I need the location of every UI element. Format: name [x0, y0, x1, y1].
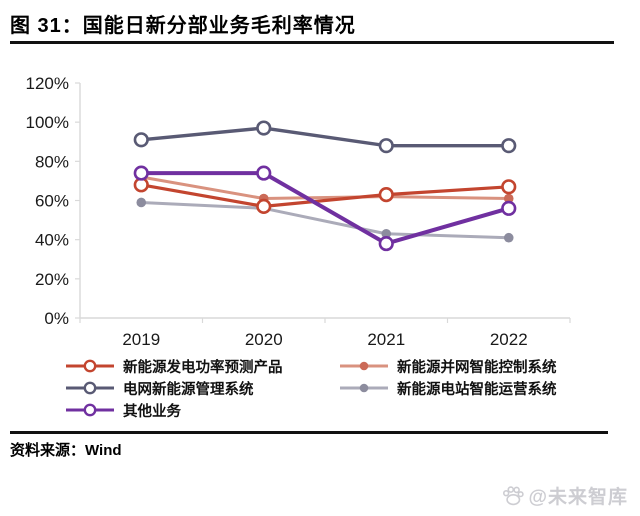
data-point	[136, 197, 147, 208]
series-line	[139, 175, 511, 201]
y-axis-label: 100%	[26, 113, 69, 132]
series-line	[139, 200, 511, 240]
watermark-text: @未来智库	[528, 487, 628, 508]
x-axis-label: 2020	[245, 330, 283, 349]
legend-item-3: 新能源电站智能运营系统	[338, 377, 612, 399]
x-axis-label: 2019	[122, 330, 160, 349]
legend-label: 其他业务	[123, 403, 181, 420]
legend-marker-icon	[340, 361, 388, 371]
x-axis-label: 2021	[367, 330, 405, 349]
data-point	[503, 193, 514, 204]
y-axis-label: 0%	[44, 309, 69, 328]
legend-label: 新能源电站智能运营系统	[397, 381, 557, 398]
legend-label: 新能源并网智能控制系统	[397, 359, 557, 376]
series-line	[139, 171, 511, 246]
data-point	[378, 187, 394, 203]
data-point	[256, 120, 272, 136]
legend-label: 新能源发电功率预测产品	[123, 359, 283, 376]
y-axis-label: 20%	[35, 270, 69, 289]
series-line	[139, 126, 511, 148]
data-point	[501, 138, 517, 154]
legend-marker-icon	[66, 403, 114, 417]
data-point	[256, 165, 272, 181]
y-axis-label: 60%	[35, 192, 69, 211]
data-source-label: 资料来源：Wind	[10, 442, 122, 459]
y-axis-label: 120%	[26, 74, 69, 93]
source-divider	[10, 431, 608, 434]
chart-legend: 新能源发电功率预测产品 新能源并网智能控制系统电网新能源管理系统 新能源电站智能运营…	[64, 355, 612, 421]
y-axis-label: 80%	[35, 152, 69, 171]
data-point	[501, 200, 517, 216]
series-line	[139, 183, 511, 208]
gross-margin-line-chart: 0% 20% 40% 60% 80% 100% 120% 2019 2020 2021 2022	[26, 74, 571, 349]
data-point	[378, 235, 394, 252]
data-point	[501, 179, 517, 195]
x-axis-label: 2022	[490, 330, 528, 349]
paw-icon	[501, 485, 525, 507]
data-point	[381, 228, 392, 239]
y-axis-label: 40%	[35, 231, 69, 250]
data-point	[256, 198, 272, 214]
legend-item-1: 新能源并网智能控制系统	[338, 355, 612, 377]
data-point	[133, 132, 149, 148]
legend-marker-icon	[66, 359, 114, 373]
data-point	[503, 232, 514, 243]
watermark: @未来智库	[501, 482, 628, 509]
data-point	[133, 165, 149, 181]
legend-marker-icon	[66, 381, 114, 395]
legend-marker-icon	[340, 383, 388, 393]
data-point	[378, 138, 394, 154]
title-underline	[10, 41, 614, 44]
legend-item-2: 电网新能源管理系统	[64, 377, 338, 399]
legend-item-4: 其他业务	[64, 399, 338, 421]
figure-title: 图 31：国能日新分部业务毛利率情况	[10, 15, 356, 37]
legend-label: 电网新能源管理系统	[123, 381, 254, 398]
legend-item-0: 新能源发电功率预测产品	[64, 355, 338, 377]
